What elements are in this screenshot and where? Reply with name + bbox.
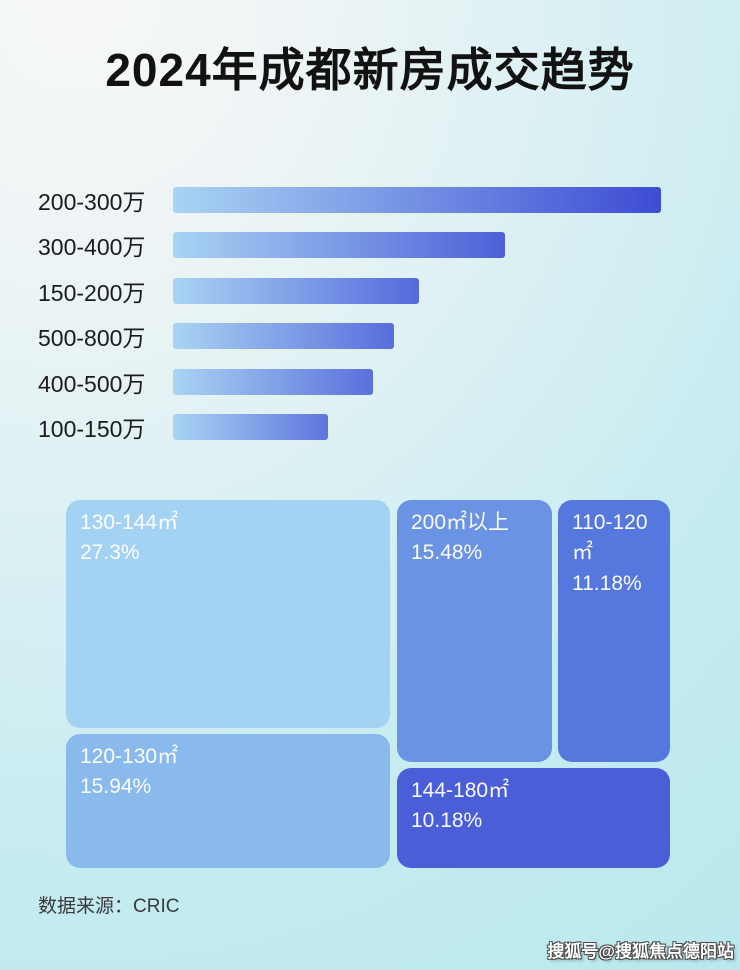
- bar: [173, 413, 329, 440]
- treemap-tile: 110-120㎡ 11.18%: [558, 500, 670, 762]
- bar-row: 100-150万: [38, 413, 702, 442]
- data-source-label: 数据来源：CRIC: [38, 896, 180, 917]
- tile-percentage: 27.3%: [80, 541, 140, 565]
- treemap-tile: 200㎡以上 15.48%: [397, 500, 552, 762]
- bar-category-label: 200-300万: [38, 189, 146, 215]
- bar-category-label: 500-800万: [38, 325, 146, 352]
- bar-row: 150-200万: [38, 277, 702, 306]
- tile-area-label: 130-144㎡: [80, 511, 179, 534]
- tile-percentage: 15.94%: [80, 775, 152, 799]
- bar: [173, 323, 395, 350]
- tile-area-label: 144-180㎡: [411, 779, 510, 802]
- treemap-tile: 130-144㎡ 27.3%: [66, 500, 390, 728]
- bar-row: 500-800万: [38, 323, 702, 351]
- tile-area-label: 110-120㎡: [572, 511, 648, 565]
- treemap-tile: 144-180㎡ 10.18%: [397, 768, 670, 868]
- area-share-treemap: 130-144㎡ 27.3% 120-130㎡ 15.94% 200㎡以上 15.48% 1…: [66, 500, 672, 868]
- treemap-tile: 120-130㎡ 15.94%: [66, 734, 390, 868]
- bar: [173, 368, 374, 395]
- tile-percentage: 11.18%: [572, 571, 642, 595]
- price-range-bar-chart: 200-300万 300-400万 150-200万 500-800万 400-500万…: [38, 187, 702, 442]
- tile-percentage: 15.48%: [411, 541, 483, 565]
- bar-category-label: 400-500万: [38, 370, 146, 397]
- tile-area-label: 200㎡以上: [411, 511, 510, 534]
- bar-row: 200-300万: [38, 187, 702, 215]
- bar: [173, 187, 661, 213]
- bar-category-label: 100-150万: [38, 415, 146, 442]
- bar-category-label: 300-400万: [38, 234, 146, 261]
- page-title: 2024年成都新房成交趋势: [105, 44, 635, 96]
- bar-category-label: 150-200万: [38, 279, 146, 306]
- watermark-text: 搜狐号@搜狐焦点德阳站: [547, 942, 734, 961]
- tile-area-label: 120-130㎡: [80, 745, 179, 768]
- bar: [173, 232, 505, 259]
- bar: [173, 277, 419, 304]
- bar-row: 300-400万: [38, 232, 702, 260]
- tile-percentage: 10.18%: [411, 809, 483, 833]
- bar-row: 400-500万: [38, 368, 702, 397]
